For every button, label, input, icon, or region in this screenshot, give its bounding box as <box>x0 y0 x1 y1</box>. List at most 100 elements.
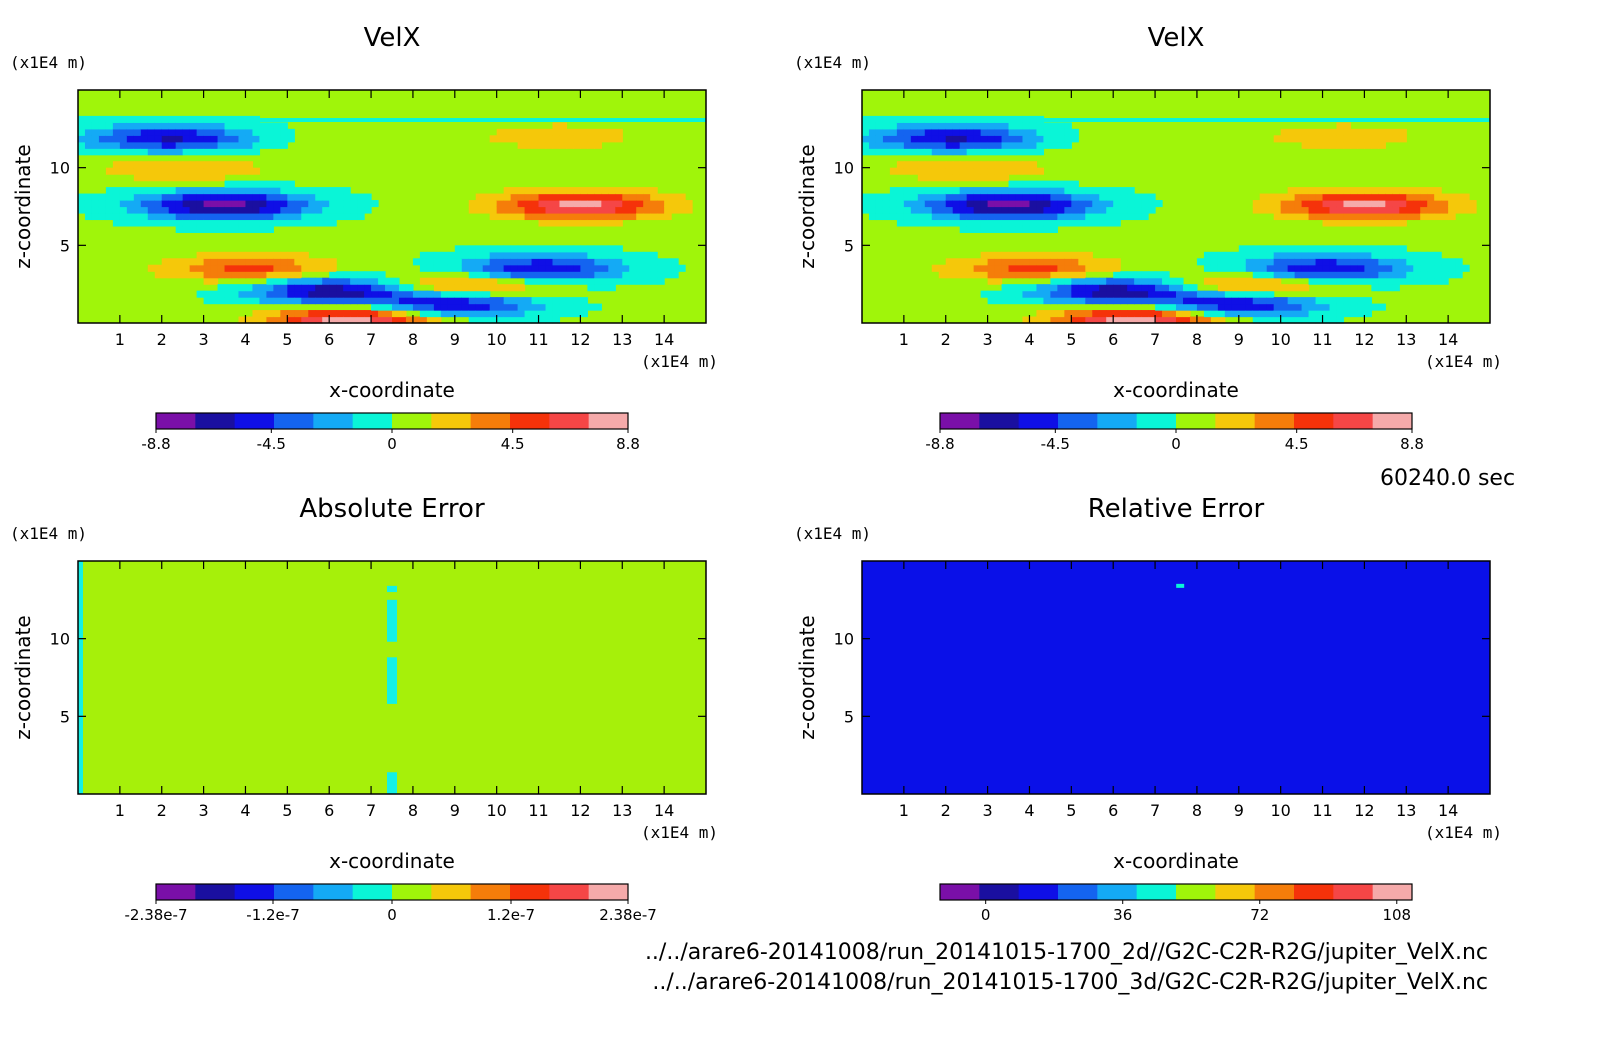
contour-cell <box>1092 297 1100 305</box>
contour-cell <box>650 258 658 266</box>
contour-cell <box>1043 219 1051 227</box>
contour-cell <box>1036 206 1045 214</box>
contour-cell <box>566 135 575 143</box>
contour-cell <box>517 271 526 279</box>
contour-cell <box>343 316 351 324</box>
x-tick-label: 13 <box>1396 330 1416 349</box>
contour-cell <box>1029 141 1038 149</box>
contour-cell <box>315 212 323 221</box>
contour-cell <box>1448 200 1456 208</box>
contour-cell <box>1259 316 1268 324</box>
colorbar: 0 36 72 108 <box>939 883 1413 924</box>
contour-cell <box>1357 310 1365 318</box>
contour-cell <box>1113 277 1121 285</box>
contour-cell <box>1189 297 1198 305</box>
contour-cell <box>1106 193 1114 201</box>
contour-cell <box>959 206 968 214</box>
contour-cell <box>1022 264 1031 272</box>
file-path-1: ../../arare6-20141008/run_20141015-1700_… <box>644 940 1488 965</box>
contour-cell <box>140 122 149 130</box>
contour-cell <box>531 264 540 272</box>
contour-cell <box>1371 135 1379 143</box>
contour-cell <box>1273 251 1282 259</box>
contour-cell <box>594 200 602 208</box>
contour-cell <box>678 193 686 201</box>
colorbar-segment <box>1176 413 1216 429</box>
contour-cell <box>182 206 191 214</box>
contour-cell <box>952 174 961 182</box>
contour-cell <box>419 316 428 324</box>
contour-cell <box>1280 135 1289 143</box>
contour-cell <box>322 310 330 318</box>
contour-cell <box>643 206 651 214</box>
contour-cell <box>224 290 233 298</box>
contour-cell <box>629 271 637 279</box>
contour-cell <box>1148 290 1156 298</box>
contour-cell <box>1322 251 1331 259</box>
contour-cell <box>468 284 477 292</box>
contour-cell <box>1008 264 1017 272</box>
contour-cell <box>524 187 533 195</box>
colorbar-segment <box>470 413 511 429</box>
contour-cell <box>105 141 114 149</box>
contour-cell <box>231 264 240 272</box>
contour-cell <box>545 297 554 305</box>
contour-cell <box>301 193 309 201</box>
contour-cell <box>643 200 651 208</box>
contour-cell <box>482 303 491 311</box>
contour-cell <box>405 303 414 311</box>
contour-cell <box>1259 271 1268 279</box>
contour-cell <box>1462 264 1470 272</box>
contour-cell <box>294 310 302 318</box>
contour-cell <box>1371 303 1379 311</box>
contour-cell <box>1106 206 1114 214</box>
contour-cell <box>273 141 281 149</box>
contour-cell <box>622 271 630 279</box>
contour-cell <box>1022 284 1031 292</box>
x-tick-label: 8 <box>408 330 418 349</box>
y-axis-label: z-coordinate <box>795 144 819 268</box>
contour-cell <box>1022 290 1031 298</box>
contour-cell <box>168 206 177 214</box>
contour-cell <box>1015 284 1024 292</box>
contour-cell <box>952 187 961 195</box>
contour-cell <box>1155 277 1163 285</box>
contour-cell <box>524 212 533 221</box>
contour-cell <box>980 206 989 214</box>
contour-cell <box>587 193 595 201</box>
contour-cell <box>475 316 484 324</box>
contour-cell <box>1057 200 1065 208</box>
contour-cell <box>98 122 107 130</box>
contour-cell <box>910 122 919 130</box>
contour-cell <box>1155 271 1163 279</box>
colorbar-segment <box>1254 413 1295 429</box>
contour-cell <box>447 290 456 298</box>
contour-cell <box>643 187 651 195</box>
contour-cell <box>580 271 588 279</box>
contour-cell <box>426 303 435 311</box>
colorbar-segment <box>352 884 393 900</box>
contour-cell <box>524 200 533 208</box>
contour-cell <box>1392 212 1400 221</box>
contour-cell <box>189 122 198 130</box>
contour-cell <box>945 148 954 156</box>
contour-cell <box>510 193 519 201</box>
contour-cell <box>994 258 1003 266</box>
contour-cell <box>1169 284 1177 292</box>
contour-cell <box>994 193 1003 201</box>
contour-cell <box>980 161 989 169</box>
x-tick-label: 4 <box>240 330 250 349</box>
contour-cell <box>1266 297 1275 305</box>
contour-cell <box>336 310 344 318</box>
contour-cell <box>224 225 233 233</box>
colorbar-segment <box>1372 884 1413 900</box>
contour-cell <box>1280 128 1289 136</box>
contour-cell <box>168 264 177 272</box>
contour-cell <box>987 200 996 208</box>
contour-cell <box>524 128 533 136</box>
contour-cell <box>78 148 86 156</box>
contour-cell <box>566 258 575 266</box>
contour-cell <box>545 264 554 272</box>
contour-cell <box>1071 297 1079 305</box>
contour-cell <box>1120 193 1128 201</box>
